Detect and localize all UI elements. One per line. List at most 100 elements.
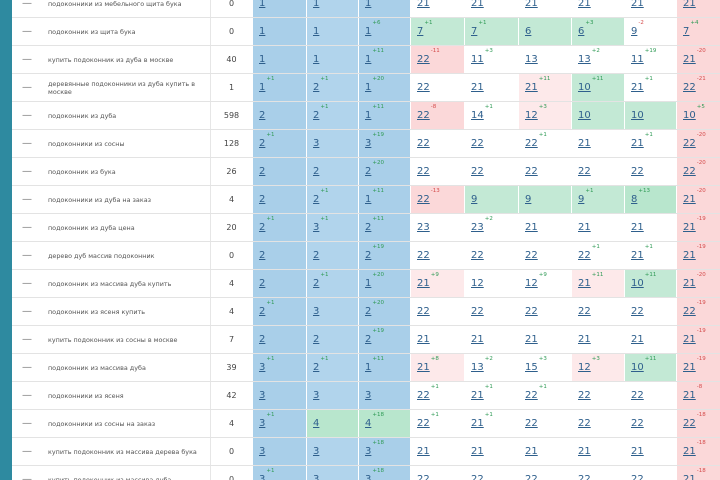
row-dash[interactable]: —	[22, 166, 32, 177]
position-link[interactable]: 10	[631, 278, 644, 289]
position-link[interactable]: 21	[683, 334, 696, 345]
position-link[interactable]: 22	[417, 390, 430, 401]
position-link[interactable]: 22	[417, 306, 430, 317]
position-link[interactable]: 1	[365, 0, 372, 9]
position-link[interactable]: 2	[365, 334, 372, 345]
position-link[interactable]: 22	[417, 418, 430, 429]
position-link[interactable]: 13	[578, 54, 591, 65]
position-link[interactable]: 12	[525, 110, 538, 121]
position-link[interactable]: 12	[578, 362, 591, 373]
position-link[interactable]: 22	[525, 474, 538, 480]
position-link[interactable]: 2	[259, 194, 266, 205]
position-link[interactable]: 1	[365, 82, 372, 93]
position-link[interactable]: 1	[365, 278, 372, 289]
position-link[interactable]: 22	[417, 110, 430, 121]
position-link[interactable]: 1	[365, 54, 372, 65]
position-link[interactable]: 2	[259, 222, 266, 233]
position-link[interactable]: 22	[417, 54, 430, 65]
position-link[interactable]: 3	[259, 390, 266, 401]
position-link[interactable]: 21	[471, 418, 484, 429]
row-dash[interactable]: —	[22, 278, 32, 289]
position-link[interactable]: 7	[471, 26, 478, 37]
position-link[interactable]: 22	[578, 306, 591, 317]
position-link[interactable]: 2	[313, 110, 320, 121]
position-link[interactable]: 22	[578, 418, 591, 429]
position-link[interactable]: 21	[683, 194, 696, 205]
position-link[interactable]: 3	[259, 418, 266, 429]
position-link[interactable]: 21	[471, 82, 484, 93]
position-link[interactable]: 21	[631, 446, 644, 457]
position-link[interactable]: 10	[578, 82, 591, 93]
row-dash[interactable]: —	[22, 334, 32, 345]
position-link[interactable]: 22	[417, 82, 430, 93]
position-link[interactable]: 2	[259, 110, 266, 121]
position-link[interactable]: 21	[417, 446, 430, 457]
position-link[interactable]: 21	[417, 278, 430, 289]
row-dash[interactable]: —	[22, 390, 32, 401]
position-link[interactable]: 2	[259, 250, 266, 261]
position-link[interactable]: 22	[471, 250, 484, 261]
position-link[interactable]: 21	[631, 334, 644, 345]
position-link[interactable]: 21	[525, 222, 538, 233]
position-link[interactable]: 9	[631, 26, 638, 37]
position-link[interactable]: 10	[578, 110, 591, 121]
position-link[interactable]: 22	[525, 306, 538, 317]
position-link[interactable]: 3	[365, 390, 372, 401]
position-link[interactable]: 21	[631, 138, 644, 149]
position-link[interactable]: 21	[683, 474, 696, 480]
position-link[interactable]: 3	[259, 362, 266, 373]
position-link[interactable]: 21	[578, 138, 591, 149]
position-link[interactable]: 22	[578, 474, 591, 480]
position-link[interactable]: 21	[683, 250, 696, 261]
position-link[interactable]: 2	[313, 82, 320, 93]
row-dash[interactable]: —	[22, 474, 32, 480]
position-link[interactable]: 21	[471, 446, 484, 457]
position-link[interactable]: 21	[578, 446, 591, 457]
position-link[interactable]: 7	[417, 26, 424, 37]
position-link[interactable]: 4	[313, 418, 320, 429]
position-link[interactable]: 2	[365, 250, 372, 261]
position-link[interactable]: 23	[417, 222, 430, 233]
position-link[interactable]: 22	[683, 82, 696, 93]
position-link[interactable]: 22	[631, 166, 644, 177]
position-link[interactable]: 13	[471, 362, 484, 373]
position-link[interactable]: 2	[313, 334, 320, 345]
position-link[interactable]: 9	[525, 194, 532, 205]
position-link[interactable]: 22	[683, 138, 696, 149]
position-link[interactable]: 9	[578, 194, 585, 205]
position-link[interactable]: 6	[525, 26, 532, 37]
position-link[interactable]: 1	[313, 26, 320, 37]
row-dash[interactable]: —	[22, 306, 32, 317]
position-link[interactable]: 21	[525, 334, 538, 345]
position-link[interactable]: 2	[313, 362, 320, 373]
position-link[interactable]: 1	[259, 54, 266, 65]
position-link[interactable]: 1	[259, 26, 266, 37]
position-link[interactable]: 22	[525, 166, 538, 177]
position-link[interactable]: 23	[471, 222, 484, 233]
position-link[interactable]: 22	[471, 474, 484, 480]
position-link[interactable]: 21	[631, 250, 644, 261]
row-dash[interactable]: —	[22, 26, 32, 37]
position-link[interactable]: 22	[631, 306, 644, 317]
row-dash[interactable]: —	[22, 418, 32, 429]
position-link[interactable]: 2	[313, 166, 320, 177]
position-link[interactable]: 3	[259, 446, 266, 457]
position-link[interactable]: 1	[259, 82, 266, 93]
position-link[interactable]: 21	[578, 278, 591, 289]
position-link[interactable]: 1	[365, 26, 372, 37]
position-link[interactable]: 22	[471, 138, 484, 149]
row-dash[interactable]: —	[22, 54, 32, 65]
position-link[interactable]: 22	[683, 166, 696, 177]
position-link[interactable]: 3	[365, 138, 372, 149]
position-link[interactable]: 21	[683, 54, 696, 65]
position-link[interactable]: 21	[525, 0, 538, 9]
position-link[interactable]: 11	[471, 54, 484, 65]
position-link[interactable]: 2	[365, 306, 372, 317]
position-link[interactable]: 2	[259, 166, 266, 177]
position-link[interactable]: 1	[259, 0, 266, 9]
position-link[interactable]: 3	[365, 446, 372, 457]
row-dash[interactable]: —	[22, 194, 32, 205]
position-link[interactable]: 21	[683, 222, 696, 233]
position-link[interactable]: 21	[417, 0, 430, 9]
position-link[interactable]: 21	[471, 334, 484, 345]
